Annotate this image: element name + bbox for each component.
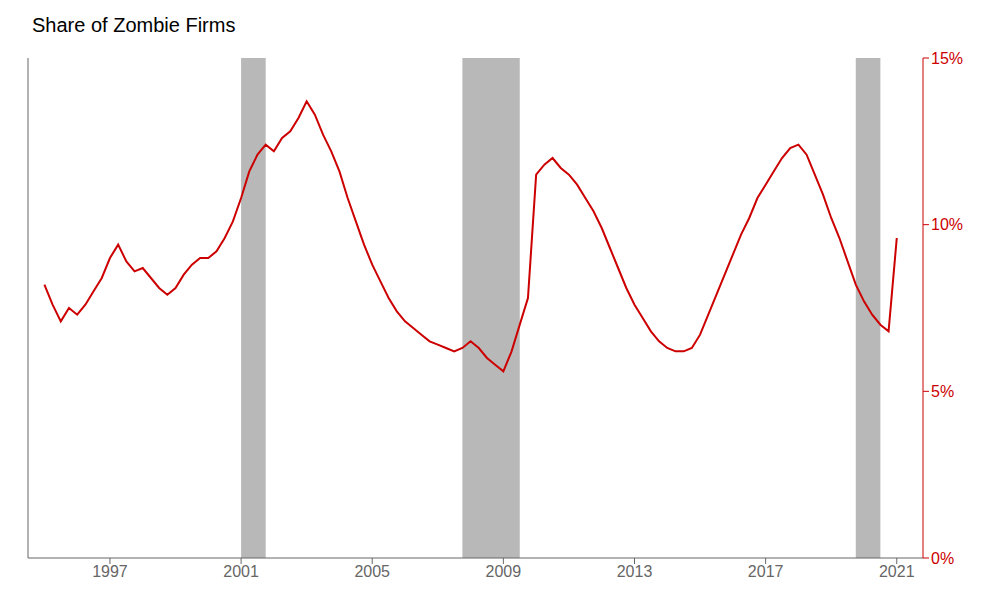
svg-text:2009: 2009 [486, 563, 522, 580]
svg-text:2013: 2013 [617, 563, 653, 580]
svg-text:15%: 15% [931, 50, 963, 67]
svg-text:10%: 10% [931, 216, 963, 233]
svg-text:2021: 2021 [879, 563, 915, 580]
html-text:Share of Zombie Firms: Share of Zombie Firms [32, 14, 236, 36]
svg-text:5%: 5% [931, 383, 954, 400]
svg-text:0%: 0% [931, 550, 954, 567]
svg-text:2017: 2017 [748, 563, 784, 580]
svg-text:2001: 2001 [223, 563, 259, 580]
svg-text:1997: 1997 [92, 563, 128, 580]
svg-text:2005: 2005 [354, 563, 390, 580]
